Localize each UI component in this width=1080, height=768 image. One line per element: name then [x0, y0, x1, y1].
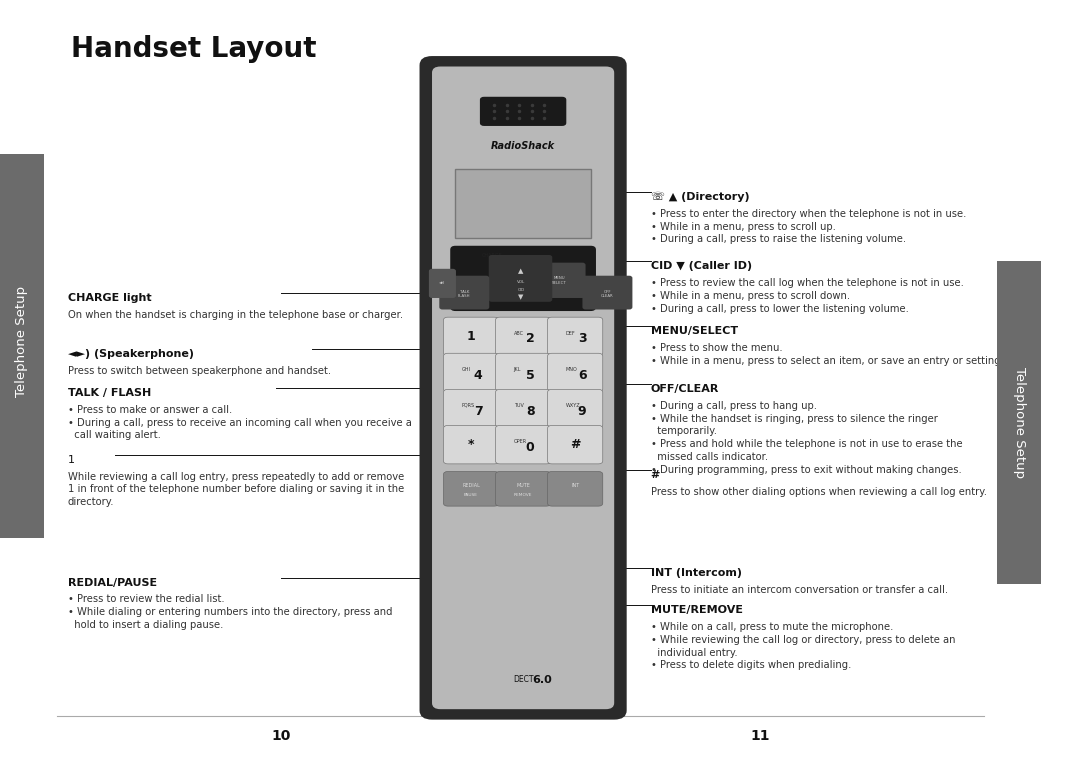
Text: REMOVE: REMOVE: [514, 492, 532, 497]
FancyBboxPatch shape: [419, 56, 626, 720]
Text: PAUSE: PAUSE: [464, 492, 478, 497]
Text: • While on a call, press to mute the microphone.
• While reviewing the call log : • While on a call, press to mute the mic…: [650, 622, 955, 670]
FancyBboxPatch shape: [548, 472, 603, 506]
Text: MUTE/REMOVE: MUTE/REMOVE: [650, 605, 743, 615]
Text: MNO: MNO: [566, 367, 578, 372]
Text: CID: CID: [517, 287, 525, 292]
Text: MUTE: MUTE: [516, 483, 530, 488]
Text: ABC: ABC: [514, 331, 524, 336]
Text: 11: 11: [751, 729, 770, 743]
Text: • During a call, press to hang up.
• While the handset is ringing, press to sile: • During a call, press to hang up. • Whi…: [650, 401, 962, 475]
FancyBboxPatch shape: [496, 389, 551, 428]
Text: OFF/CLEAR: OFF/CLEAR: [650, 384, 719, 394]
FancyBboxPatch shape: [450, 246, 596, 311]
Text: 8: 8: [526, 405, 535, 418]
Text: Press to show other dialing options when reviewing a call log entry.: Press to show other dialing options when…: [650, 487, 987, 497]
Text: On when the handset is charging in the telephone base or charger.: On when the handset is charging in the t…: [68, 310, 403, 320]
FancyBboxPatch shape: [496, 472, 551, 506]
Text: 9: 9: [578, 405, 586, 418]
FancyBboxPatch shape: [496, 425, 551, 464]
Text: 6: 6: [578, 369, 586, 382]
Text: RadioShack: RadioShack: [491, 141, 555, 151]
Text: GHI: GHI: [461, 367, 471, 372]
Text: ☏ ▲ (Directory): ☏ ▲ (Directory): [650, 192, 750, 202]
Text: 1: 1: [467, 330, 475, 343]
FancyBboxPatch shape: [496, 317, 551, 356]
FancyBboxPatch shape: [444, 317, 499, 356]
Text: 5: 5: [526, 369, 535, 382]
FancyBboxPatch shape: [582, 276, 633, 310]
Text: Telephone Setup: Telephone Setup: [1013, 367, 1026, 478]
FancyBboxPatch shape: [548, 317, 603, 356]
Text: • Press to review the redial list.
• While dialing or entering numbers into the : • Press to review the redial list. • Whi…: [68, 594, 392, 630]
Text: TALK / FLASH: TALK / FLASH: [68, 388, 151, 398]
Text: • Press to make or answer a call.
• During a call, press to receive an incoming : • Press to make or answer a call. • Duri…: [68, 405, 411, 440]
FancyBboxPatch shape: [0, 154, 43, 538]
Text: CHARGE light: CHARGE light: [68, 293, 151, 303]
Text: 4: 4: [474, 369, 483, 382]
Text: MENU/SELECT: MENU/SELECT: [650, 326, 738, 336]
FancyBboxPatch shape: [532, 263, 585, 298]
Text: ◄)): ◄)): [440, 281, 446, 286]
Text: 6.0: 6.0: [532, 674, 552, 685]
FancyBboxPatch shape: [997, 261, 1041, 584]
Text: 0: 0: [526, 441, 535, 454]
Text: • Press to enter the directory when the telephone is not in use.
• While in a me: • Press to enter the directory when the …: [650, 209, 966, 244]
Text: Press to initiate an intercom conversation or transfer a call.: Press to initiate an intercom conversati…: [650, 585, 948, 595]
Text: 10: 10: [271, 729, 291, 743]
Text: TALK
FLASH: TALK FLASH: [458, 290, 471, 299]
Text: TUV: TUV: [514, 403, 524, 408]
Text: WXYZ: WXYZ: [566, 403, 580, 408]
FancyBboxPatch shape: [444, 472, 499, 506]
FancyBboxPatch shape: [489, 255, 552, 302]
FancyBboxPatch shape: [429, 269, 456, 298]
Text: CHARGE: CHARGE: [482, 253, 502, 258]
Text: Telephone Setup: Telephone Setup: [15, 286, 28, 397]
Text: 7: 7: [474, 405, 483, 418]
Text: Press to switch between speakerphone and handset.: Press to switch between speakerphone and…: [68, 366, 330, 376]
Text: MENU
SELECT: MENU SELECT: [552, 276, 567, 285]
Text: #: #: [570, 439, 580, 451]
Text: *: *: [468, 439, 474, 451]
Text: VOL: VOL: [517, 280, 525, 284]
Text: • Press to review the call log when the telephone is not in use.
• While in a me: • Press to review the call log when the …: [650, 278, 963, 313]
Text: JKL: JKL: [514, 367, 522, 372]
Text: DEF: DEF: [566, 331, 576, 336]
Text: DECT: DECT: [513, 675, 534, 684]
FancyBboxPatch shape: [548, 389, 603, 428]
Text: #: #: [650, 470, 660, 480]
Text: • Press to show the menu.
• While in a menu, press to select an item, or save an: • Press to show the menu. • While in a m…: [650, 343, 1003, 366]
FancyBboxPatch shape: [548, 425, 603, 464]
Text: ▲: ▲: [518, 268, 524, 274]
Text: REDIAL/PAUSE: REDIAL/PAUSE: [68, 578, 157, 588]
Text: Handset Layout: Handset Layout: [71, 35, 316, 62]
Text: INT (Intercom): INT (Intercom): [650, 568, 742, 578]
Text: INT: INT: [571, 483, 579, 488]
FancyBboxPatch shape: [440, 276, 489, 310]
FancyBboxPatch shape: [480, 97, 566, 126]
FancyBboxPatch shape: [496, 353, 551, 392]
FancyBboxPatch shape: [456, 169, 591, 238]
Text: REDIAL: REDIAL: [462, 483, 480, 488]
Text: 3: 3: [578, 333, 586, 346]
Text: OFF
CLEAR: OFF CLEAR: [602, 290, 613, 299]
Text: 2: 2: [526, 333, 535, 346]
Text: ▼: ▼: [518, 294, 524, 300]
Text: While reviewing a call log entry, press repeatedly to add or remove
1 in front o: While reviewing a call log entry, press …: [68, 472, 404, 507]
Text: 1: 1: [68, 455, 75, 465]
Text: OPER: OPER: [514, 439, 527, 444]
FancyBboxPatch shape: [444, 353, 499, 392]
FancyBboxPatch shape: [444, 425, 499, 464]
Text: PQRS: PQRS: [461, 403, 475, 408]
FancyBboxPatch shape: [432, 67, 615, 709]
Text: CID ▼ (Caller ID): CID ▼ (Caller ID): [650, 261, 752, 271]
FancyBboxPatch shape: [548, 353, 603, 392]
Text: ◄►) (Speakerphone): ◄►) (Speakerphone): [68, 349, 193, 359]
FancyBboxPatch shape: [444, 389, 499, 428]
